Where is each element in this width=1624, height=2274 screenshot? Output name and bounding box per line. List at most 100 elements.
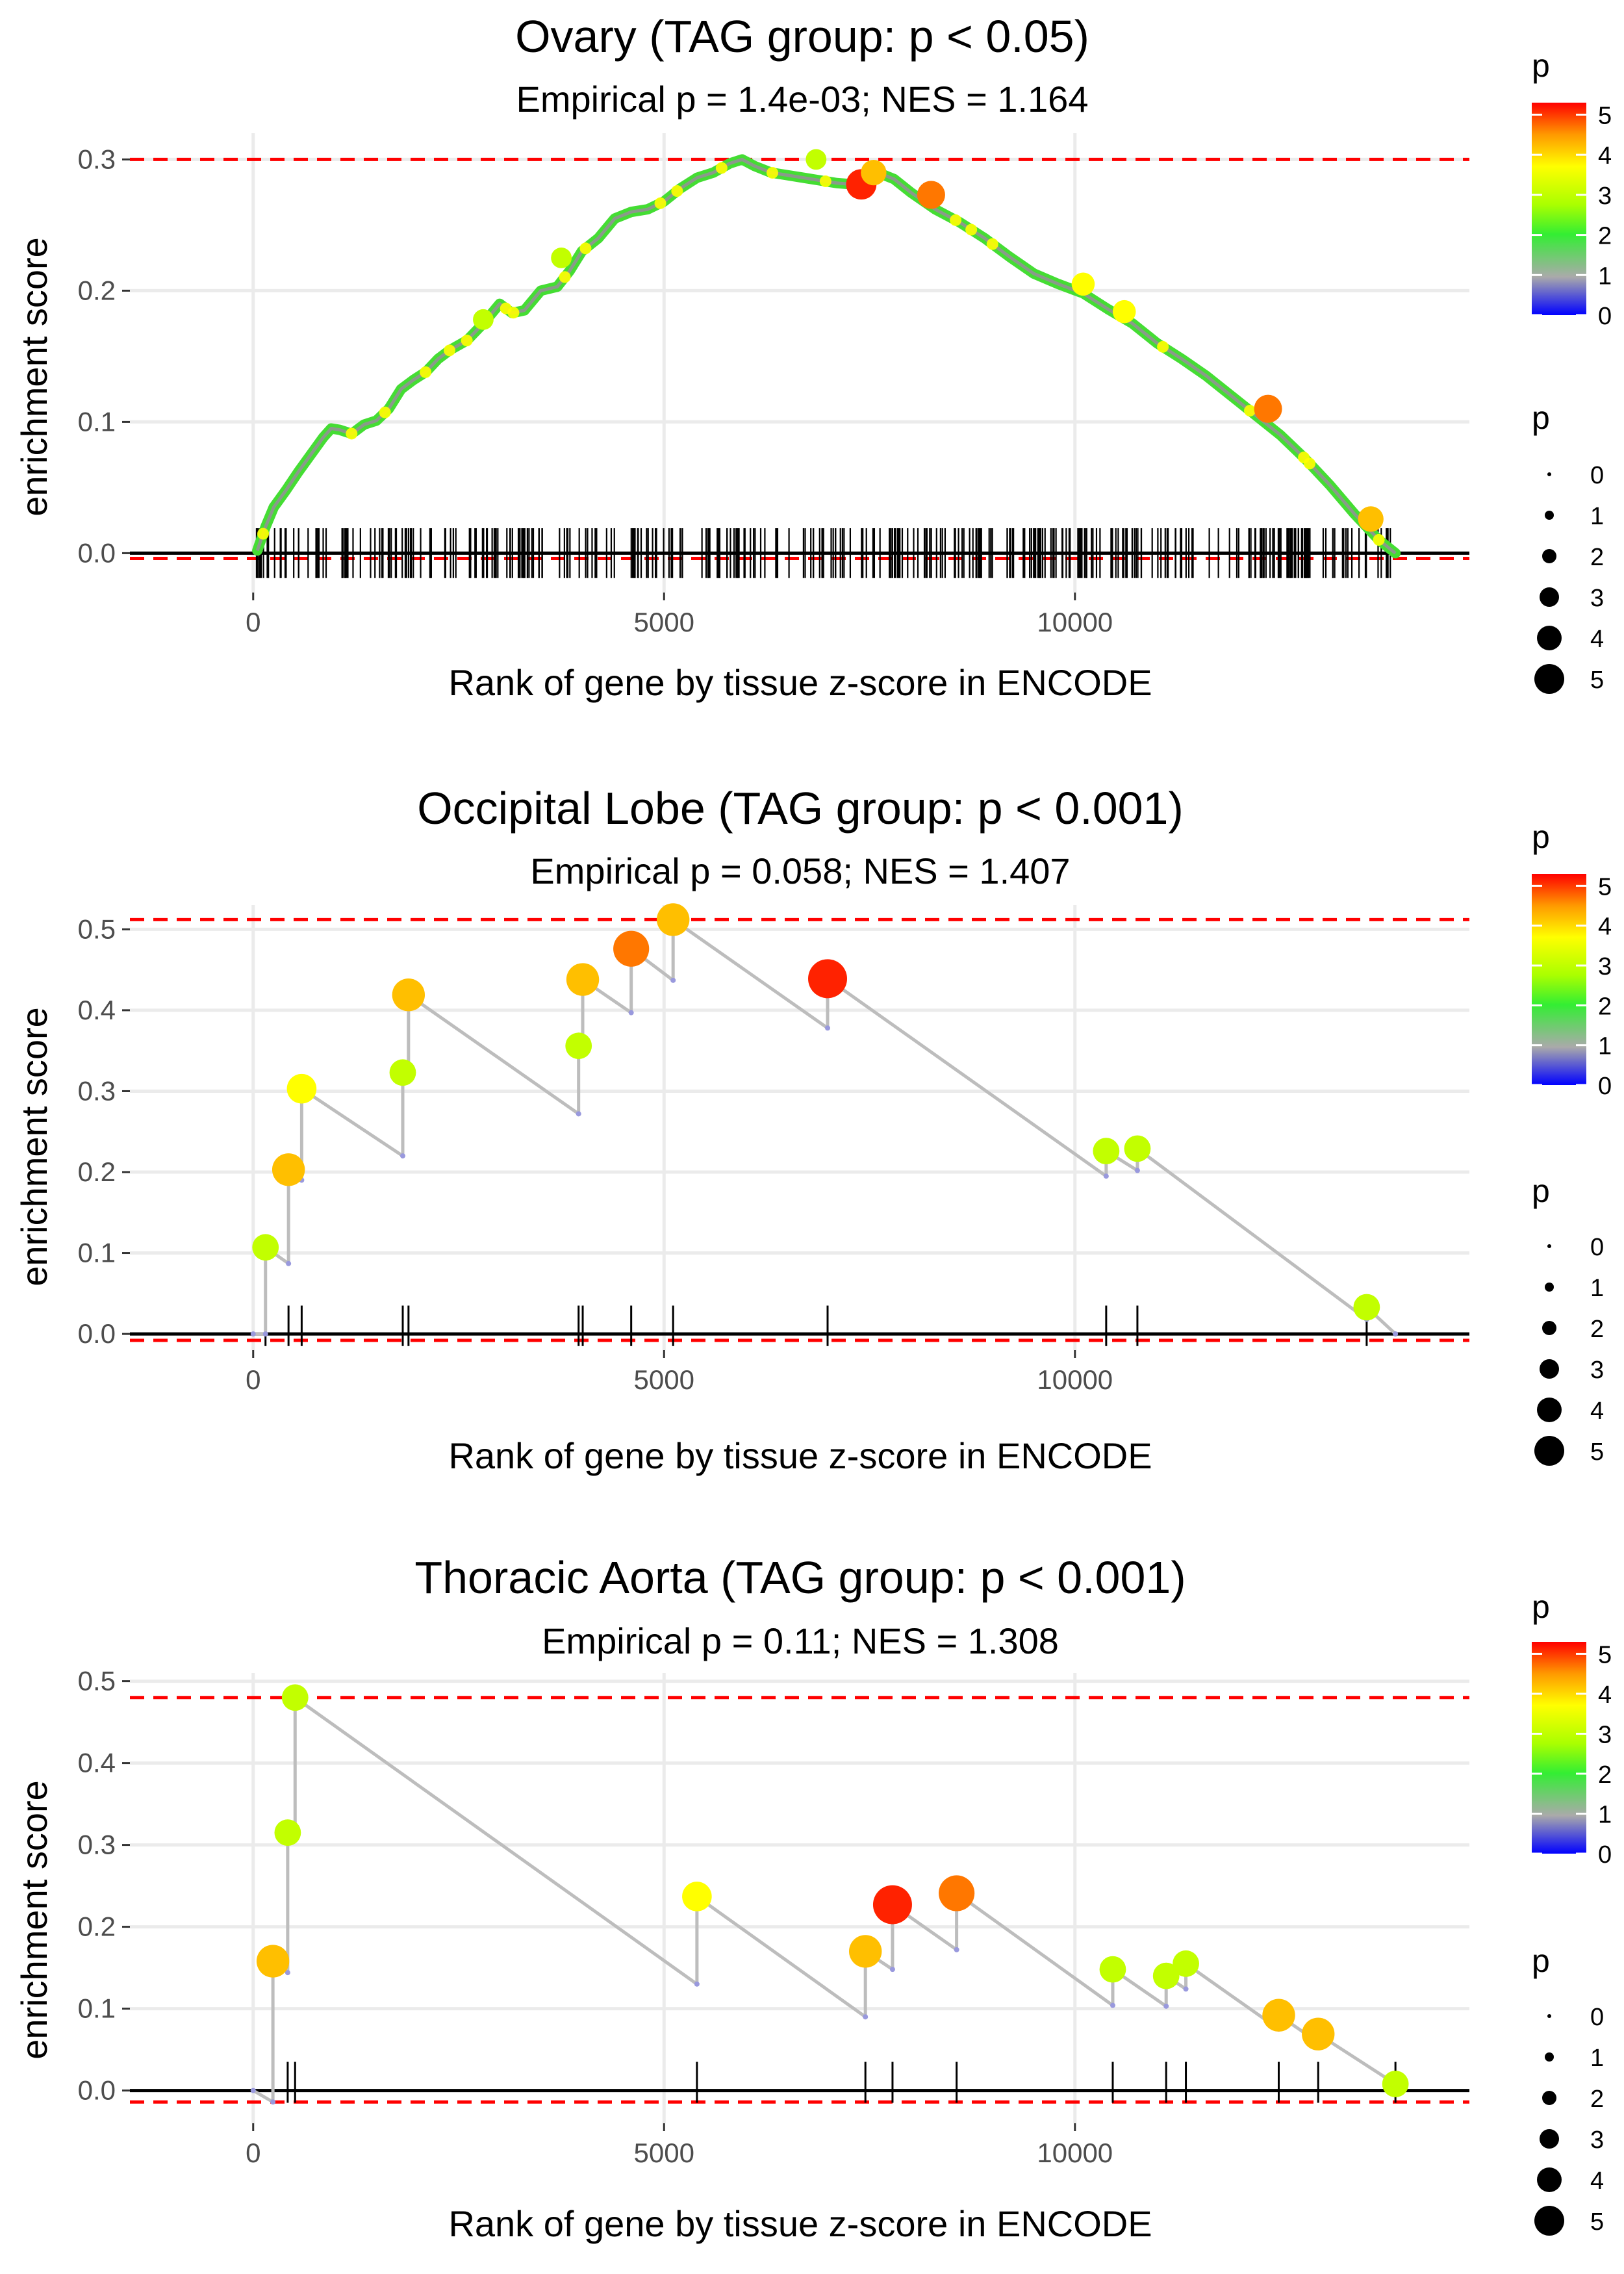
- size-legend-dot: [1534, 1436, 1564, 1466]
- colorbar-label: 0: [1598, 1841, 1612, 1869]
- gene-point: [1373, 534, 1385, 546]
- x-tick-label: 10000: [1037, 607, 1113, 637]
- gene-point: [767, 167, 778, 179]
- size-legend-label: 1: [1590, 1275, 1604, 1302]
- hit-point: [1353, 1294, 1380, 1321]
- y-axis-title: enrichment score: [14, 237, 55, 517]
- colorbar-label: 3: [1598, 183, 1612, 210]
- color-legend-title: p: [1532, 47, 1550, 84]
- size-legend-dot: [1545, 511, 1554, 520]
- size-legend-label: 4: [1590, 626, 1604, 653]
- size-legend-dot: [1534, 664, 1564, 694]
- y-tick-label: 0.5: [78, 913, 116, 944]
- x-tick-label: 0: [246, 1364, 260, 1395]
- colorbar-label: 0: [1598, 303, 1612, 330]
- size-legend-title: p: [1532, 1943, 1550, 1979]
- size-legend-dot: [1542, 2091, 1556, 2105]
- trough-point: [286, 1261, 291, 1266]
- gene-point: [444, 344, 455, 356]
- colorbar-gradient: [1532, 874, 1586, 1085]
- size-legend-dot: [1537, 626, 1562, 650]
- colorbar-label: 5: [1598, 103, 1612, 130]
- colorbar-label: 2: [1598, 223, 1612, 250]
- y-tick-label: 0.3: [78, 1075, 116, 1106]
- hit-point: [1302, 2017, 1334, 2050]
- size-legend-dot: [1537, 1398, 1562, 1422]
- size-legend-dot: [1540, 1359, 1559, 1379]
- y-tick-label: 0.0: [78, 2075, 116, 2106]
- gene-point: [965, 224, 977, 236]
- hit-point: [257, 1945, 289, 1977]
- hit-point: [566, 963, 599, 995]
- y-tick-label: 0.2: [78, 275, 116, 305]
- size-legend-label: 5: [1590, 1438, 1604, 1466]
- size-legend-label: 3: [1590, 2127, 1604, 2154]
- size-legend-title: p: [1532, 400, 1550, 436]
- size-legend-label: 2: [1590, 544, 1604, 571]
- gene-point: [461, 335, 473, 346]
- size-legend-dot: [1540, 2129, 1559, 2149]
- x-tick-label: 5000: [634, 607, 694, 637]
- size-legend-dot: [1545, 2052, 1554, 2062]
- y-tick-label: 0.0: [78, 1318, 116, 1349]
- size-legend-label: 2: [1590, 1316, 1604, 1343]
- gene-point: [559, 271, 571, 283]
- size-legend-dot: [1547, 1244, 1551, 1248]
- x-tick-label: 10000: [1037, 1364, 1113, 1395]
- highlight-point: [1072, 273, 1095, 296]
- colorbar-label: 3: [1598, 1721, 1612, 1748]
- trough-point: [1393, 1331, 1398, 1336]
- trough-point: [251, 1331, 256, 1336]
- hit-point: [252, 1234, 279, 1260]
- trough-point: [825, 1025, 830, 1030]
- trough-point: [1163, 2004, 1169, 2009]
- y-tick-label: 0.1: [78, 1993, 116, 2024]
- hit-point: [1100, 1956, 1126, 1983]
- size-legend-dot: [1542, 1321, 1556, 1335]
- x-axis-title: Rank of gene by tissue z-score in ENCODE: [448, 2203, 1152, 2244]
- hit-point: [392, 978, 425, 1011]
- size-legend-label: 0: [1590, 462, 1604, 489]
- trough-point: [576, 1111, 581, 1116]
- colorbar-label: 1: [1598, 1033, 1612, 1060]
- y-tick-label: 0.3: [78, 144, 116, 174]
- size-legend-label: 1: [1590, 2045, 1604, 2072]
- colorbar-label: 3: [1598, 953, 1612, 980]
- colorbar-label: 5: [1598, 1641, 1612, 1668]
- trough-point: [270, 2099, 275, 2104]
- gene-point: [716, 162, 728, 174]
- y-tick-label: 0.1: [78, 1238, 116, 1268]
- hit-point: [873, 1885, 912, 1924]
- y-tick-label: 0.5: [78, 1666, 116, 1696]
- gene-point: [655, 198, 666, 209]
- trough-point: [863, 2014, 868, 2019]
- hit-point: [390, 1059, 416, 1086]
- gene-point: [1157, 341, 1169, 353]
- x-axis-title: Rank of gene by tissue z-score in ENCODE: [448, 662, 1152, 703]
- highlight-point: [1254, 395, 1282, 423]
- highlight-point: [917, 181, 945, 209]
- trough-point: [251, 2088, 256, 2093]
- panel-subtitle: Empirical p = 1.4e-03; NES = 1.164: [516, 79, 1089, 120]
- panel-title: Occipital Lobe (TAG group: p < 0.001): [417, 783, 1184, 834]
- highlight-point: [1358, 506, 1384, 531]
- gene-point: [346, 428, 357, 439]
- size-legend-label: 5: [1590, 2208, 1604, 2236]
- hit-point: [565, 1032, 592, 1059]
- gene-point: [257, 528, 269, 540]
- trough-point: [400, 1153, 405, 1158]
- colorbar-gradient: [1532, 1642, 1586, 1854]
- size-legend-label: 0: [1590, 2004, 1604, 2031]
- panel-subtitle: Empirical p = 0.058; NES = 1.407: [530, 850, 1070, 891]
- hit-point: [282, 1684, 309, 1711]
- y-tick-label: 0.4: [78, 1748, 116, 1778]
- trough-point: [890, 1967, 895, 1972]
- y-tick-label: 0.4: [78, 995, 116, 1025]
- hit-point: [808, 959, 847, 998]
- hit-point: [287, 1074, 317, 1104]
- gene-point: [579, 242, 591, 254]
- size-legend-title: p: [1532, 1173, 1550, 1209]
- colorbar-gradient: [1532, 103, 1586, 315]
- y-axis-title: enrichment score: [14, 1780, 55, 2060]
- x-axis-title: Rank of gene by tissue z-score in ENCODE: [448, 1435, 1152, 1476]
